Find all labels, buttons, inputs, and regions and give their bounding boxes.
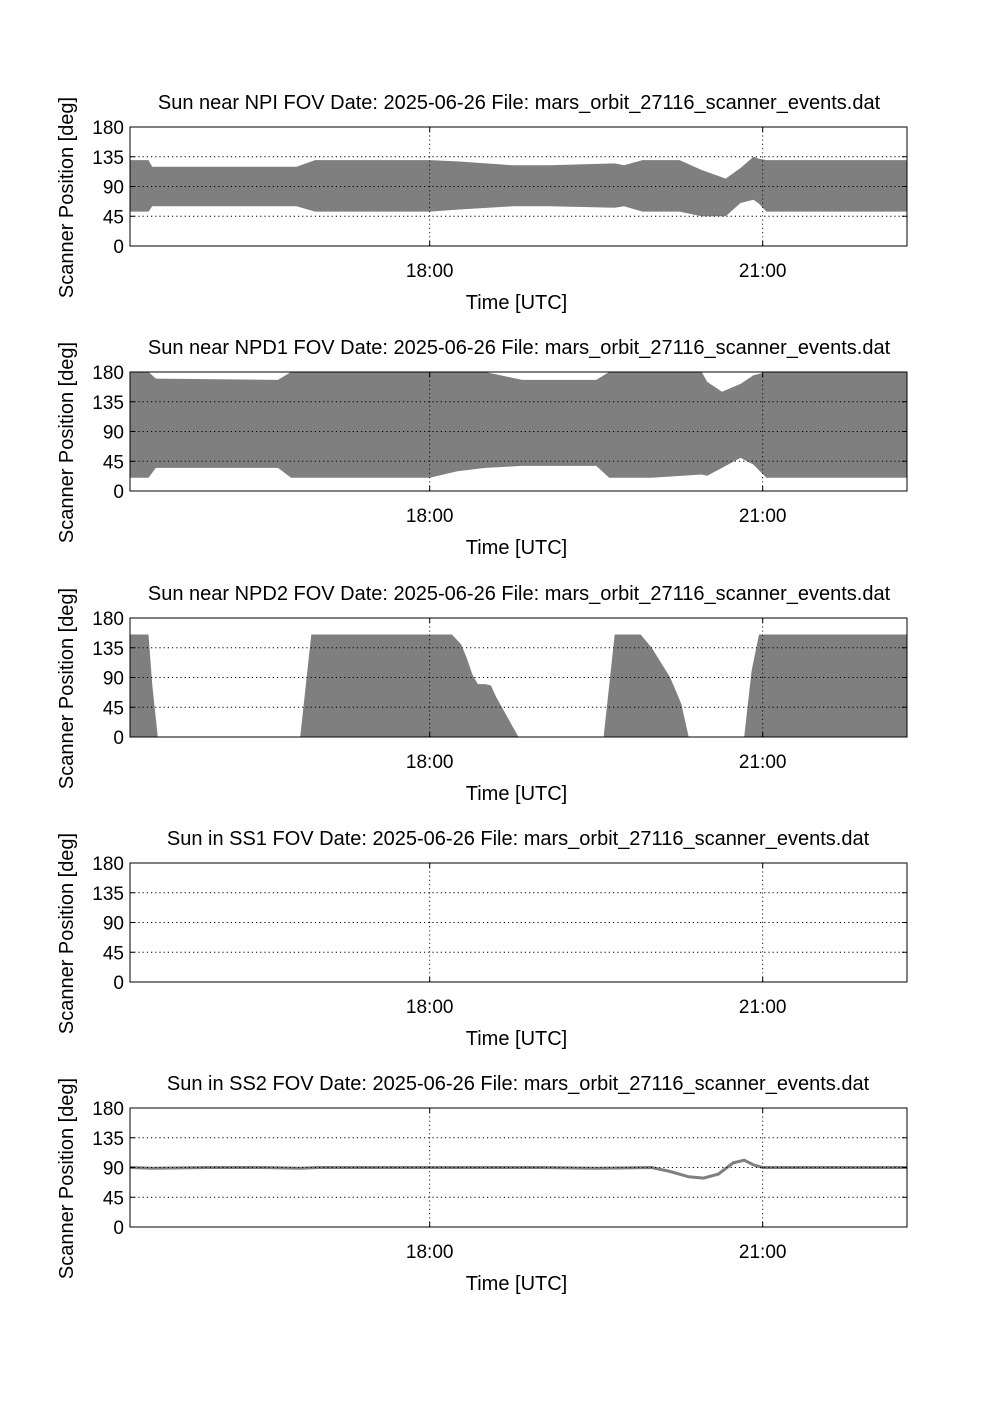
series-line-1 [129, 1158, 907, 1180]
y-tick-label: 45 [103, 452, 124, 473]
y-tick-label: 0 [113, 1218, 124, 1239]
chart-title: Sun near NPD2 FOV Date: 2025-06-26 File:… [148, 583, 891, 605]
y-tick-label: 135 [92, 393, 124, 414]
plot-frame [129, 862, 908, 983]
y-tick-label: 45 [103, 943, 124, 964]
x-tick-label: 21:00 [739, 506, 787, 527]
y-tick-label: 90 [103, 1159, 124, 1180]
y-tick-label: 45 [103, 207, 124, 228]
x-tick-label: 18:00 [406, 261, 454, 282]
x-axis-label: Time [UTC] [466, 292, 567, 314]
x-axis-label: Time [UTC] [466, 1273, 567, 1295]
chart-panel-2: Sun near NPD1 FOV Date: 2025-06-26 File:… [56, 337, 908, 559]
y-tick-label: 90 [103, 914, 124, 935]
y-tick-label: 0 [113, 482, 124, 503]
series-band-2 [300, 634, 519, 737]
x-tick-label: 18:00 [406, 752, 454, 773]
chart-title: Sun near NPI FOV Date: 2025-06-26 File: … [158, 92, 881, 114]
series-band-1 [130, 156, 907, 217]
y-axis-label: Scanner Position [deg] [56, 1078, 78, 1279]
x-tick-label: 21:00 [739, 1242, 787, 1263]
plot-frame [129, 617, 908, 738]
x-tick-label: 21:00 [739, 261, 787, 282]
y-tick-label: 135 [92, 1129, 124, 1150]
y-tick-label: 135 [92, 884, 124, 905]
y-tick-label: 90 [103, 178, 124, 199]
y-tick-label: 90 [103, 669, 124, 690]
y-tick-label: 180 [92, 363, 124, 384]
x-tick-label: 21:00 [739, 997, 787, 1018]
y-tick-label: 135 [92, 639, 124, 660]
x-tick-label: 18:00 [406, 1242, 454, 1263]
x-tick-label: 18:00 [406, 997, 454, 1018]
series-band-4 [744, 634, 907, 737]
series-band-3 [603, 634, 689, 737]
chart-panel-3: Sun near NPD2 FOV Date: 2025-06-26 File:… [56, 583, 908, 805]
x-axis-label: Time [UTC] [466, 1028, 567, 1050]
series-band-1 [130, 372, 907, 478]
y-tick-label: 180 [92, 854, 124, 875]
chart-panel-5: Sun in SS2 FOV Date: 2025-06-26 File: ma… [56, 1073, 908, 1295]
plot-frame [129, 1107, 908, 1228]
chart-panel-4: Sun in SS1 FOV Date: 2025-06-26 File: ma… [56, 828, 908, 1050]
x-tick-label: 21:00 [739, 752, 787, 773]
plot-frame [129, 371, 908, 492]
x-tick-label: 18:00 [406, 506, 454, 527]
chart-title: Sun near NPD1 FOV Date: 2025-06-26 File:… [148, 337, 891, 359]
chart-title: Sun in SS2 FOV Date: 2025-06-26 File: ma… [167, 1073, 870, 1095]
x-axis-label: Time [UTC] [466, 537, 567, 559]
y-axis-label: Scanner Position [deg] [56, 97, 78, 298]
y-tick-label: 45 [103, 1188, 124, 1209]
chart-panel-1: Sun near NPI FOV Date: 2025-06-26 File: … [56, 92, 908, 314]
y-tick-label: 0 [113, 728, 124, 749]
y-tick-label: 180 [92, 1099, 124, 1120]
y-tick-label: 90 [103, 423, 124, 444]
y-tick-label: 180 [92, 609, 124, 630]
y-tick-label: 45 [103, 698, 124, 719]
chart-title: Sun in SS1 FOV Date: 2025-06-26 File: ma… [167, 828, 870, 850]
y-axis-label: Scanner Position [deg] [56, 342, 78, 543]
y-tick-label: 0 [113, 237, 124, 258]
y-axis-label: Scanner Position [deg] [56, 833, 78, 1034]
series-band-1 [130, 634, 158, 737]
plot-frame [129, 126, 908, 247]
x-axis-label: Time [UTC] [466, 783, 567, 805]
y-axis-label: Scanner Position [deg] [56, 588, 78, 789]
y-tick-label: 135 [92, 148, 124, 169]
y-tick-label: 0 [113, 973, 124, 994]
y-tick-label: 180 [92, 118, 124, 139]
